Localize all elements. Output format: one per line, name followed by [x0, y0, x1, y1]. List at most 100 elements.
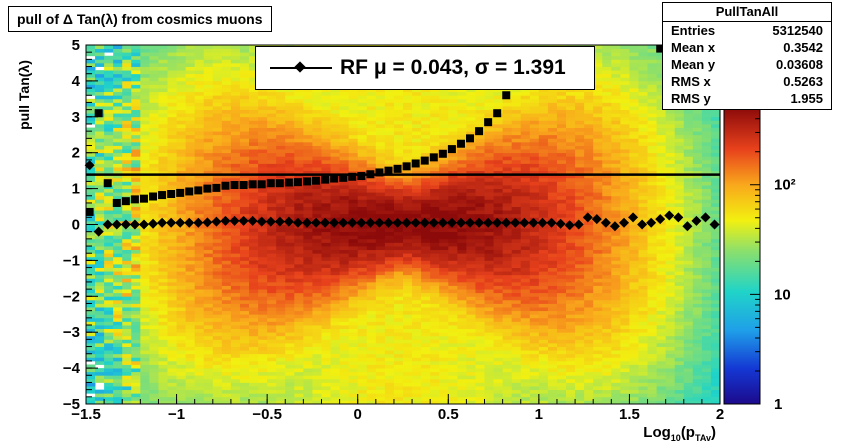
heat-cell — [276, 285, 286, 290]
heat-cell — [421, 238, 431, 243]
heat-cell — [104, 271, 114, 276]
heat-cell — [502, 120, 513, 125]
heat-cell — [194, 73, 205, 78]
heat-cell — [348, 231, 359, 236]
heat-cell — [113, 149, 123, 154]
heat-cell — [466, 339, 476, 344]
heat-cell — [258, 350, 268, 355]
heat-cell — [230, 231, 241, 236]
heat-cell — [267, 246, 277, 251]
heat-cell — [239, 346, 250, 351]
heat-cell — [221, 314, 232, 319]
heat-cell — [412, 310, 422, 315]
heat-cell — [439, 156, 449, 161]
heat-cell — [122, 91, 132, 96]
heat-cell — [185, 73, 196, 78]
heat-cell — [502, 131, 513, 136]
heat-cell — [466, 91, 476, 96]
heat-cell — [520, 98, 531, 103]
heat-cell — [321, 364, 331, 369]
heat-cell — [339, 188, 350, 193]
heat-cell — [230, 131, 241, 136]
heat-cell — [203, 371, 214, 376]
heat-cell — [457, 353, 467, 358]
heat-cell — [339, 371, 350, 376]
heat-cell — [448, 328, 458, 333]
heat-cell — [330, 260, 340, 265]
heat-cell — [421, 321, 431, 326]
heat-cell — [312, 325, 322, 330]
heat-cell — [457, 156, 467, 161]
heat-cell — [439, 202, 449, 207]
heat-cell — [330, 314, 340, 319]
heat-cell — [122, 113, 132, 118]
heat-cell — [357, 307, 368, 312]
heat-cell — [412, 199, 422, 204]
heat-cell — [113, 167, 123, 172]
heat-cell — [421, 113, 431, 118]
heat-cell — [348, 386, 359, 391]
heat-cell — [448, 289, 458, 294]
heat-cell — [430, 235, 440, 240]
heat-cell — [366, 360, 377, 365]
heat-cell — [366, 210, 377, 215]
heat-cell — [113, 346, 123, 351]
heat-cell — [267, 213, 277, 218]
heat-cell — [348, 152, 359, 157]
heat-cell — [348, 246, 359, 251]
heat-cell — [194, 88, 205, 93]
heat-cell — [113, 310, 123, 315]
heat-cell — [475, 378, 485, 383]
heat-cell — [348, 159, 359, 164]
heat-cell — [303, 353, 313, 358]
heat-cell — [484, 285, 494, 290]
heat-cell — [113, 271, 123, 276]
heat-cell — [212, 278, 223, 283]
heat-cell — [439, 281, 449, 286]
heat-cell — [511, 253, 522, 258]
heat-cell — [384, 159, 395, 164]
heat-cell — [448, 292, 458, 297]
heat-cell — [140, 285, 150, 290]
heat-cell — [104, 289, 114, 294]
heat-cell — [303, 274, 313, 279]
heat-cell — [421, 368, 431, 373]
heat-cell — [348, 120, 359, 125]
heat-cell — [511, 292, 522, 297]
heat-cell — [185, 206, 196, 211]
heat-cell — [104, 195, 114, 200]
heat-cell — [185, 321, 196, 326]
heat-cell — [285, 141, 295, 146]
heat-cell — [466, 127, 476, 132]
heat-cell — [95, 238, 105, 243]
heat-cell — [86, 375, 96, 380]
heat-cell — [249, 339, 259, 344]
heat-cell — [203, 292, 214, 297]
heat-cell — [86, 235, 96, 240]
heat-cell — [348, 260, 359, 265]
heat-cell — [366, 396, 377, 401]
heat-cell — [520, 231, 531, 236]
heat-cell — [113, 317, 123, 322]
heat-cell — [375, 360, 386, 365]
heat-cell — [502, 127, 513, 132]
heat-cell — [448, 249, 458, 254]
heat-cell — [339, 353, 350, 358]
heat-cell — [384, 206, 395, 211]
heat-cell — [276, 163, 286, 168]
heat-cell — [493, 185, 504, 189]
heat-cell — [276, 263, 286, 268]
heat-cell — [167, 386, 177, 391]
heat-cell — [439, 228, 449, 233]
heat-cell — [249, 299, 259, 304]
heat-cell — [267, 278, 277, 283]
heat-cell — [430, 400, 440, 405]
heat-cell — [212, 77, 223, 82]
heat-cell — [511, 342, 522, 347]
heat-cell — [520, 332, 531, 337]
heat-cell — [384, 339, 395, 344]
heat-cell — [294, 131, 304, 136]
heat-cell — [158, 346, 168, 351]
heat-cell — [203, 310, 214, 315]
heat-cell — [357, 167, 368, 172]
